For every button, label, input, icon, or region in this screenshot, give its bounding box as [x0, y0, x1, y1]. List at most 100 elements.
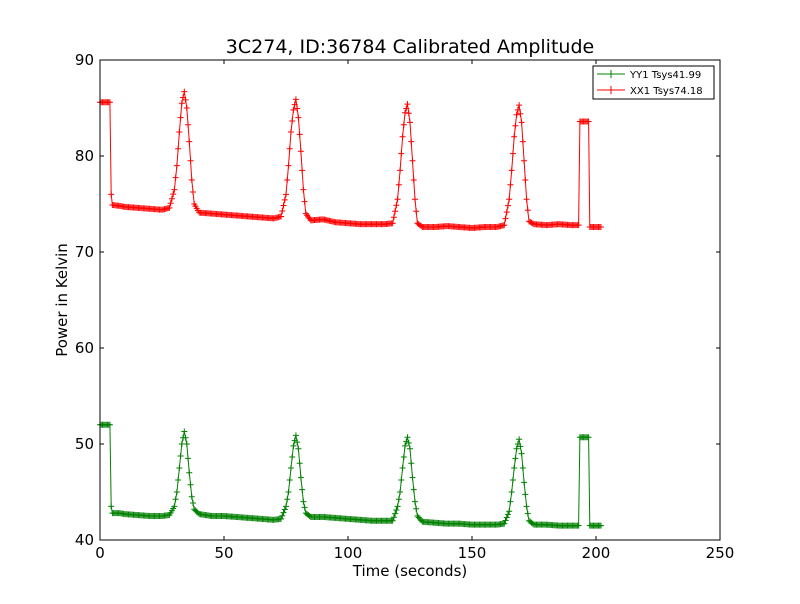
- data-point: [299, 486, 306, 493]
- data-point: [285, 489, 292, 495]
- y-axis-label: Power in Kelvin: [53, 243, 71, 357]
- data-point: [108, 503, 115, 510]
- data-point: [287, 129, 294, 135]
- data-point: [172, 174, 179, 181]
- legend-marker: [607, 70, 615, 78]
- legend-entries: YY1 Tsys41.99 XX1 Tsys74.18: [597, 70, 703, 97]
- data-point: [182, 434, 189, 441]
- data-point: [187, 157, 194, 164]
- data-point: [190, 500, 196, 507]
- y-tick-label: 70: [75, 243, 94, 261]
- data-point: [575, 222, 582, 229]
- data-point: [278, 213, 285, 220]
- data-point: [284, 496, 291, 503]
- series-markers: [97, 421, 604, 529]
- data-point: [390, 214, 397, 221]
- data-point: [183, 105, 190, 111]
- data-point: [297, 474, 304, 481]
- data-point: [523, 196, 530, 203]
- data-point: [283, 191, 289, 198]
- data-point: [181, 428, 188, 435]
- data-point: [175, 477, 182, 483]
- data-point: [512, 455, 519, 462]
- data-point: [411, 196, 418, 203]
- data-point: [185, 455, 192, 462]
- data-point: [186, 469, 193, 476]
- y-tick-label: 80: [75, 147, 94, 165]
- data-point: [285, 162, 292, 169]
- data-point: [501, 520, 508, 527]
- data-point: [190, 189, 196, 195]
- data-point: [300, 498, 307, 505]
- data-point: [518, 450, 525, 457]
- data-point: [392, 510, 399, 517]
- data-point: [167, 200, 174, 207]
- data-point: [397, 489, 404, 495]
- data-point: [405, 440, 412, 447]
- data-point: [289, 453, 296, 460]
- data-point: [502, 215, 509, 222]
- plot-frame: [99, 59, 721, 541]
- data-point: [281, 196, 288, 203]
- data-point: [399, 133, 406, 140]
- data-point: [300, 186, 307, 193]
- data-point: [597, 224, 604, 231]
- data-point: [175, 145, 182, 152]
- data-point: [509, 477, 516, 483]
- data-point: [286, 477, 293, 483]
- data-point: [177, 453, 184, 459]
- data-point: [524, 510, 531, 517]
- data-point: [504, 202, 511, 209]
- data-point: [171, 503, 178, 510]
- x-tick-label: 50: [214, 544, 233, 562]
- data-point: [507, 181, 514, 188]
- data-point: [168, 195, 175, 202]
- data-point: [278, 515, 285, 522]
- data-point: [292, 96, 299, 103]
- data-point: [170, 191, 177, 198]
- data-point: [177, 114, 184, 121]
- y-tick-label: 90: [75, 51, 94, 69]
- data-point: [509, 150, 516, 157]
- data-point: [176, 129, 183, 135]
- data-point: [400, 453, 407, 460]
- data-point: [297, 148, 304, 155]
- legend-box: [592, 65, 715, 100]
- data-point: [281, 506, 288, 513]
- data-point: [517, 443, 524, 450]
- data-point: [511, 465, 518, 471]
- data-point: [408, 460, 415, 467]
- data-point: [413, 505, 420, 512]
- data-point: [404, 434, 411, 441]
- data-point: [502, 517, 509, 524]
- data-point: [405, 110, 412, 117]
- data-point: [287, 465, 294, 471]
- data-point: [395, 496, 402, 503]
- y-tick-label: 60: [75, 339, 94, 357]
- chart-title: 3C274, ID:36784 Calibrated Amplitude: [226, 36, 594, 58]
- data-point: [410, 177, 417, 183]
- series-1: [97, 421, 604, 529]
- legend-marker: [607, 86, 615, 94]
- data-point: [399, 465, 406, 471]
- data-point: [295, 445, 302, 452]
- data-point: [284, 177, 291, 183]
- data-point: [516, 436, 523, 443]
- data-point: [585, 118, 592, 125]
- data-point: [409, 474, 416, 481]
- data-point: [188, 177, 195, 183]
- data-point: [519, 465, 526, 471]
- data-point: [294, 105, 301, 112]
- series-markers: [97, 88, 604, 231]
- data-point: [108, 191, 115, 198]
- data-point: [289, 117, 296, 124]
- data-point: [392, 208, 399, 215]
- data-point: [506, 508, 513, 515]
- data-point: [294, 439, 301, 446]
- data-point: [513, 111, 520, 118]
- data-point: [508, 489, 515, 495]
- data-point: [187, 481, 194, 488]
- data-point: [518, 119, 525, 126]
- data-point: [301, 504, 308, 511]
